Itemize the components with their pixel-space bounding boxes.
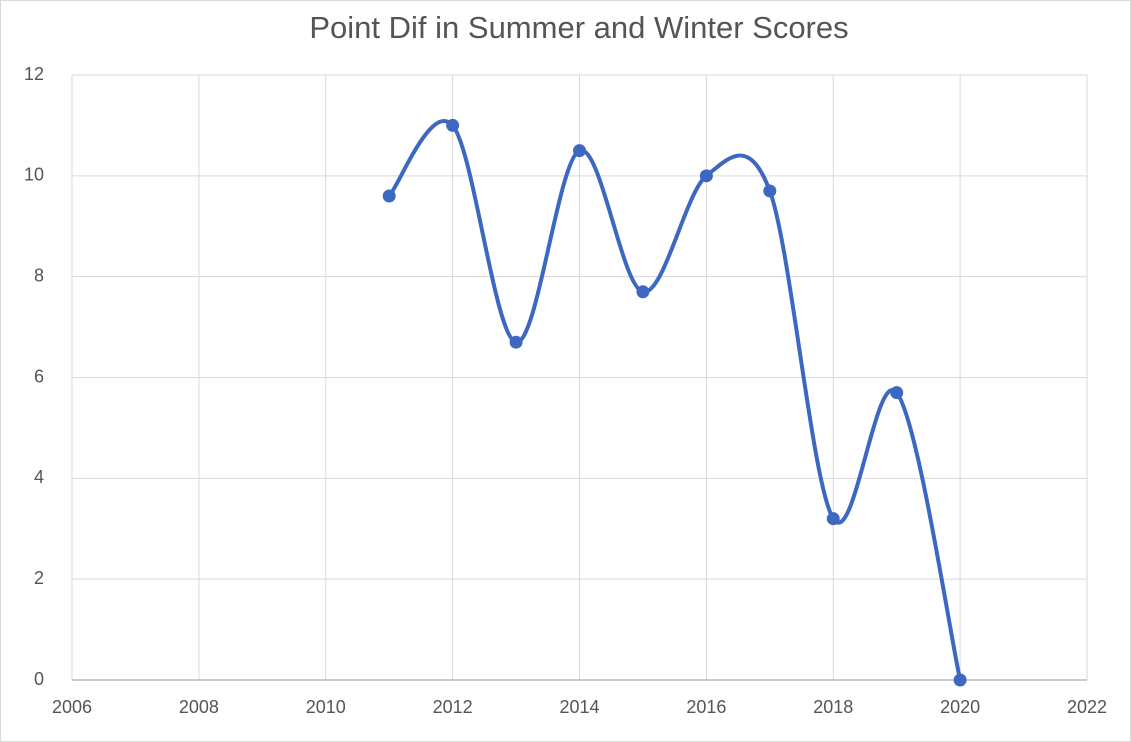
data-point <box>763 184 777 198</box>
data-point <box>509 335 523 349</box>
y-tick-label: 6 <box>34 366 44 386</box>
x-tick-label: 2010 <box>306 697 346 717</box>
line-series <box>387 119 963 681</box>
y-tick-label: 4 <box>34 467 44 487</box>
x-tick-label: 2022 <box>1067 697 1107 717</box>
chart-title: Point Dif in Summer and Winter Scores <box>309 10 848 45</box>
x-tick-label: 2020 <box>940 697 980 717</box>
x-tick-label: 2006 <box>52 697 92 717</box>
data-point <box>382 189 396 203</box>
x-tick-label: 2012 <box>433 697 473 717</box>
x-tick-label: 2018 <box>813 697 853 717</box>
data-point <box>573 144 586 158</box>
x-tick-label: 2014 <box>559 697 599 717</box>
data-point <box>636 285 650 299</box>
y-tick-label: 12 <box>24 64 44 84</box>
x-tick-label: 2016 <box>686 697 726 717</box>
data-point <box>826 512 840 526</box>
y-tick-label: 2 <box>34 568 44 588</box>
y-tick-label: 8 <box>34 265 44 285</box>
data-point <box>890 386 904 400</box>
x-tick-label: 2008 <box>179 697 219 717</box>
y-tick-label: 0 <box>34 669 44 689</box>
data-point <box>953 673 967 687</box>
data-point <box>446 118 460 132</box>
y-tick-label: 10 <box>24 165 44 185</box>
data-point <box>699 169 713 183</box>
